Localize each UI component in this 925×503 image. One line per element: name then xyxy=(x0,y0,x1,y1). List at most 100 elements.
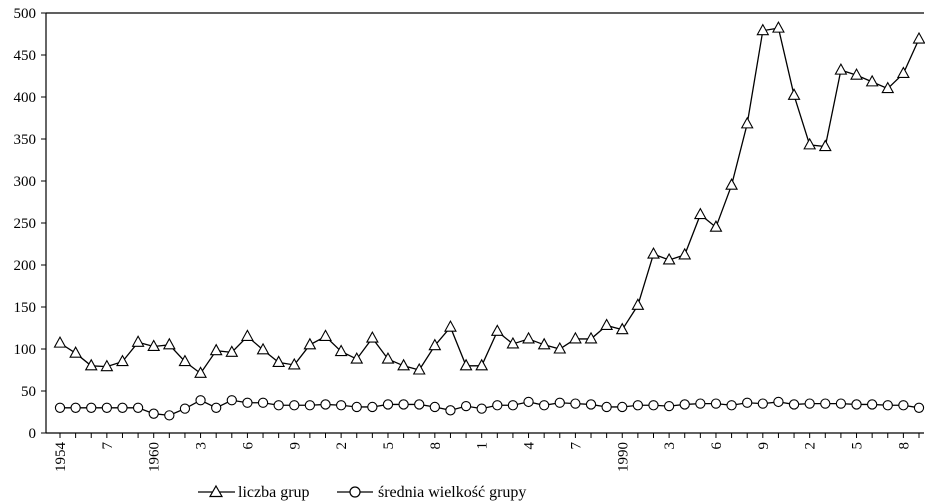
data-point-triangle xyxy=(287,357,301,370)
data-point-circle xyxy=(882,400,893,411)
data-point-triangle xyxy=(162,337,176,350)
data-point-triangle xyxy=(116,354,129,367)
series-liczba-grup xyxy=(53,20,925,378)
data-point-triangle xyxy=(256,342,270,355)
data-point-triangle xyxy=(319,329,332,341)
x-tick-label: 8 xyxy=(428,442,444,450)
data-point-circle xyxy=(523,396,534,408)
x-tick-label: 1 xyxy=(475,442,491,450)
data-point-triangle xyxy=(709,220,723,232)
data-point-circle xyxy=(663,400,675,412)
legend-item-liczba-grup: liczba grup xyxy=(198,484,310,501)
x-tick-label: 7 xyxy=(568,442,584,450)
data-point-triangle xyxy=(662,252,676,265)
data-point-circle xyxy=(367,401,378,413)
x-tick-label: 1960 xyxy=(147,442,163,472)
data-point-circle xyxy=(632,400,644,411)
data-point-circle xyxy=(742,397,753,408)
x-tick-label: 3 xyxy=(194,442,210,450)
data-point-circle xyxy=(414,399,425,410)
data-point-triangle xyxy=(53,335,67,348)
x-tick-label: 6 xyxy=(709,442,725,450)
data-point-triangle xyxy=(631,298,645,310)
data-point-circle xyxy=(601,401,612,413)
x-tick-label: 7 xyxy=(100,442,116,450)
data-point-circle xyxy=(492,400,503,411)
data-point-circle xyxy=(710,398,722,409)
data-point-circle xyxy=(866,399,878,410)
y-axis: 0 50 100 150 200 250 300 350 400 450 500 xyxy=(14,6,46,442)
data-point-circle xyxy=(101,402,113,413)
data-point-circle xyxy=(320,399,331,410)
y-tick-label: 100 xyxy=(14,342,37,358)
series-layer xyxy=(53,20,925,421)
data-point-triangle xyxy=(69,346,83,358)
data-point-triangle xyxy=(803,137,817,150)
x-tick-label: 4 xyxy=(522,442,538,450)
series-line xyxy=(59,27,920,375)
data-point-triangle xyxy=(444,320,457,332)
data-point-circle xyxy=(617,401,628,413)
data-point-triangle xyxy=(209,343,223,356)
data-point-triangle xyxy=(584,331,598,344)
data-point-circle xyxy=(304,400,316,411)
data-point-triangle xyxy=(303,337,317,350)
y-tick-label: 450 xyxy=(14,48,37,64)
data-point-triangle xyxy=(225,345,239,357)
circle-marker-icon xyxy=(349,486,361,498)
data-point-triangle xyxy=(100,359,114,372)
x-tick-label: 1990 xyxy=(615,442,631,472)
data-point-triangle xyxy=(428,338,442,351)
data-point-triangle xyxy=(490,324,504,336)
data-point-circle xyxy=(679,399,690,410)
data-point-triangle xyxy=(912,31,925,44)
data-point-triangle xyxy=(756,23,770,36)
data-point-circle xyxy=(757,398,768,409)
data-point-triangle xyxy=(568,331,582,344)
data-point-circle xyxy=(117,402,128,413)
data-point-circle xyxy=(211,402,222,413)
y-tick-label: 200 xyxy=(14,258,37,274)
data-point-circle xyxy=(54,402,66,413)
data-point-circle xyxy=(289,400,300,411)
data-point-triangle xyxy=(865,74,879,87)
data-point-triangle xyxy=(678,247,692,260)
data-point-triangle xyxy=(84,358,98,371)
data-point-triangle xyxy=(350,351,364,364)
data-point-circle xyxy=(445,405,456,416)
data-point-circle xyxy=(132,402,144,413)
x-tick-label: 8 xyxy=(896,442,912,450)
data-point-circle xyxy=(554,397,565,408)
legend-item-srednia-wielkosc-grupy: średnia wielkość grupy xyxy=(337,484,526,501)
data-point-triangle xyxy=(365,330,379,343)
data-point-circle xyxy=(429,401,440,413)
data-point-circle xyxy=(788,399,800,410)
data-point-triangle xyxy=(459,358,473,371)
data-point-triangle xyxy=(787,88,801,100)
y-tick-label: 150 xyxy=(14,300,37,316)
data-point-triangle xyxy=(772,20,785,33)
y-tick-label: 0 xyxy=(29,426,37,442)
y-tick-label: 250 xyxy=(14,216,37,232)
x-tick-label: 9 xyxy=(756,442,772,450)
x-axis: 1954 7 1960 3 6 9 2 5 8 1 4 7 1990 3 6 9 2 5 8 xyxy=(53,433,920,473)
data-point-circle xyxy=(570,398,581,409)
data-point-circle xyxy=(913,402,925,413)
data-point-circle xyxy=(804,398,815,409)
x-tick-label: 2 xyxy=(803,442,819,450)
legend: liczba grup średnia wielkość grupy xyxy=(198,484,526,501)
data-point-circle xyxy=(382,399,394,410)
data-point-triangle xyxy=(506,336,520,349)
data-point-triangle xyxy=(693,207,707,220)
data-point-circle xyxy=(726,400,737,411)
data-point-circle xyxy=(851,399,862,410)
data-point-triangle xyxy=(896,66,910,79)
data-point-circle xyxy=(195,395,206,406)
data-point-circle xyxy=(86,402,97,413)
data-point-triangle xyxy=(475,358,489,371)
data-point-triangle xyxy=(194,366,207,378)
data-point-circle xyxy=(695,398,706,409)
x-tick-label: 1954 xyxy=(53,442,69,473)
x-tick-label: 9 xyxy=(287,442,303,450)
data-point-circle xyxy=(179,403,191,414)
